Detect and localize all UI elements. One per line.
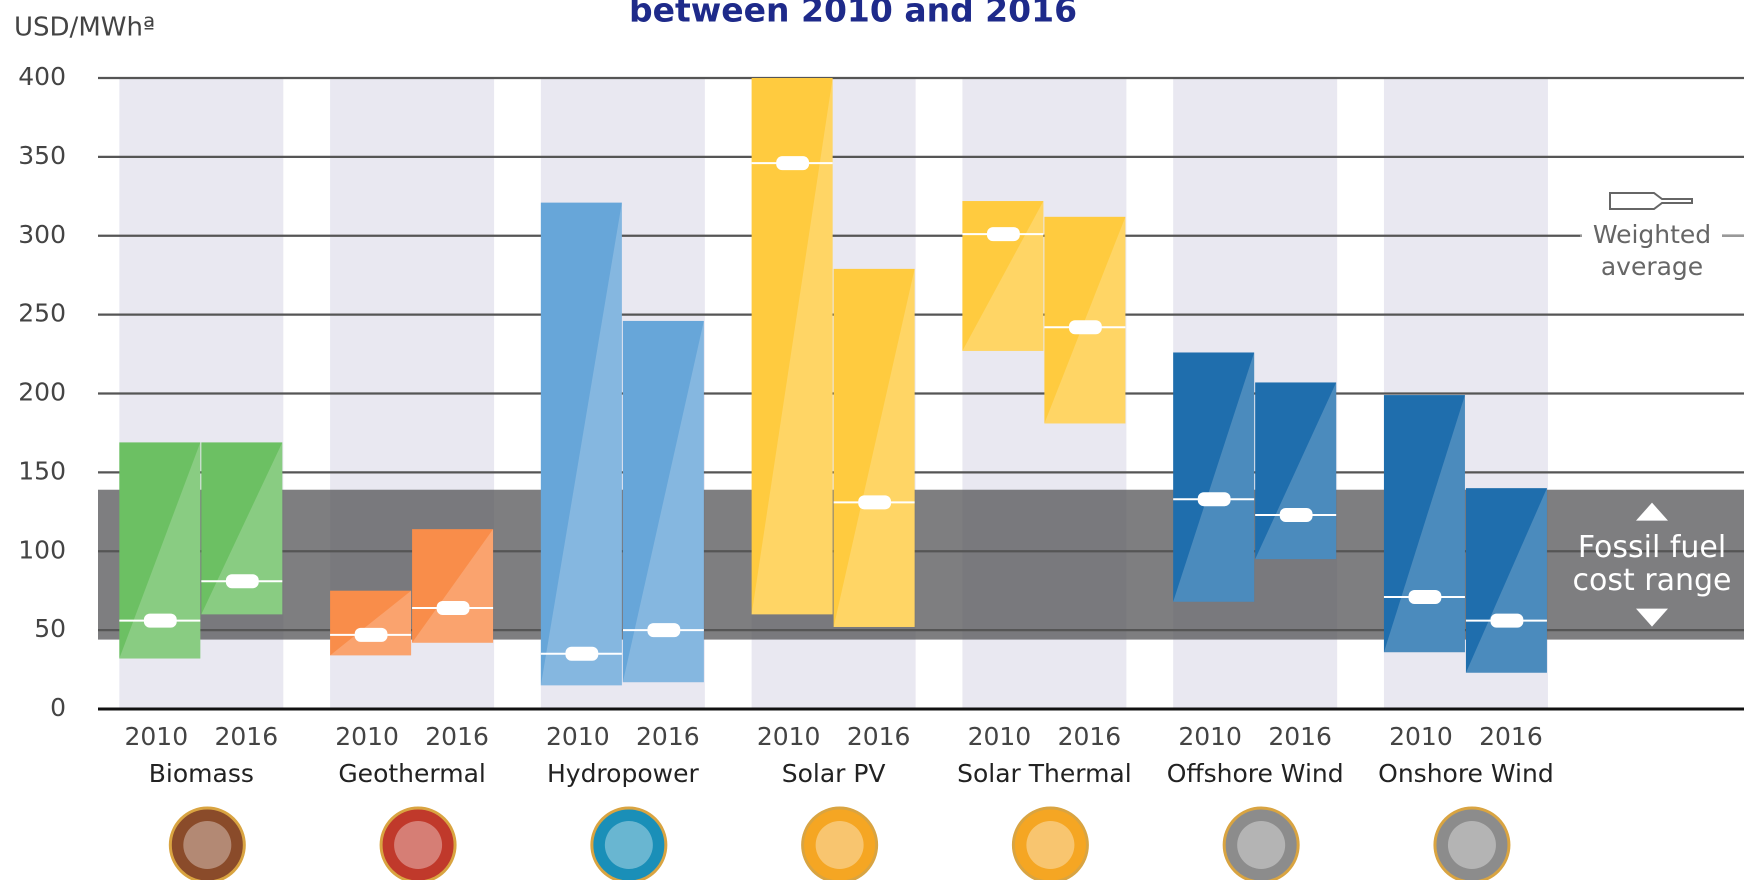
x-tick-label: 2010 — [968, 722, 1032, 751]
range-bar — [1173, 352, 1255, 602]
average-marker — [225, 574, 259, 589]
legend-bg — [1582, 218, 1722, 286]
average-marker — [647, 623, 681, 638]
average-marker — [354, 627, 388, 642]
category-icon — [379, 806, 457, 880]
x-tick-label: 2016 — [425, 722, 489, 751]
range-bar — [1383, 395, 1465, 653]
y-tick-label: 50 — [34, 614, 66, 643]
average-marker — [1490, 613, 1524, 628]
y-axis-label: USD/MWhª — [14, 13, 155, 43]
category-label: Geothermal — [338, 759, 486, 788]
bar-shade — [622, 320, 704, 683]
bar-shade — [330, 590, 412, 656]
bar-shade — [962, 201, 1044, 351]
average-marker — [565, 646, 599, 661]
range-bar — [1044, 216, 1126, 424]
bar-shade — [540, 202, 622, 686]
y-tick-label: 350 — [18, 141, 66, 170]
bar-shade — [751, 78, 833, 615]
category-icon-inner — [604, 821, 653, 869]
legend-text: average — [1601, 252, 1703, 281]
bar-shade — [833, 268, 915, 627]
x-tick-label: 2010 — [546, 722, 610, 751]
category-label: Offshore Wind — [1167, 759, 1344, 788]
range-bar — [1255, 382, 1337, 560]
y-tick-label: 0 — [50, 693, 66, 722]
x-tick-label: 2016 — [636, 722, 700, 751]
fossil-label: cost range — [1572, 563, 1731, 598]
average-marker — [1408, 589, 1442, 604]
average-marker — [776, 156, 810, 171]
category-icon-inner — [1237, 821, 1286, 869]
bar-shade — [1383, 395, 1465, 653]
x-tick-label: 2016 — [1058, 722, 1122, 751]
average-marker — [858, 495, 892, 510]
arrow-down — [1636, 608, 1668, 627]
x-tick-label: 2010 — [757, 722, 821, 751]
bar-shade — [1465, 488, 1547, 673]
category-icon — [168, 806, 246, 880]
bar-shade — [1044, 216, 1126, 424]
x-tick-label: 2010 — [125, 722, 189, 751]
x-tick-label: 2010 — [335, 722, 399, 751]
category-label: Onshore Wind — [1378, 759, 1554, 788]
range-bar — [412, 529, 494, 643]
arrow-up — [1636, 502, 1668, 521]
bar-shade — [1173, 352, 1255, 602]
category-icon-inner — [183, 821, 232, 869]
range-bar — [540, 202, 622, 686]
chart-title: between 2010 and 2016 — [629, 0, 1077, 30]
average-marker — [1279, 507, 1313, 522]
category-label: Solar Thermal — [957, 759, 1132, 788]
category-icon-inner — [394, 821, 443, 869]
fossil-label: Fossil fuel — [1578, 530, 1726, 565]
category-icon — [1011, 806, 1089, 880]
category-icon-inner — [1447, 821, 1496, 869]
category-icon — [1433, 806, 1511, 880]
x-tick-label: 2016 — [1479, 722, 1543, 751]
range-bar — [1465, 488, 1547, 673]
x-tick-label: 2010 — [1178, 722, 1242, 751]
y-tick-label: 100 — [18, 535, 66, 564]
category-icon — [801, 806, 879, 880]
legend-marker — [1609, 192, 1693, 210]
category-label: Biomass — [149, 759, 254, 788]
x-tick-label: 2016 — [847, 722, 911, 751]
y-tick-label: 150 — [18, 456, 66, 485]
range-bar — [622, 320, 704, 683]
range-bar — [833, 268, 915, 627]
range-bar — [330, 590, 412, 656]
bar-shade — [119, 442, 201, 659]
x-tick-label: 2010 — [1389, 722, 1453, 751]
category-icon — [1222, 806, 1300, 880]
category-icon-inner — [1026, 821, 1075, 869]
y-tick-label: 200 — [18, 378, 66, 407]
average-marker — [986, 227, 1020, 242]
bar-shade — [201, 442, 283, 615]
x-tick-label: 2016 — [215, 722, 279, 751]
range-bar — [962, 201, 1044, 351]
average-marker — [436, 601, 470, 616]
category-label: Hydropower — [547, 759, 699, 788]
y-tick-label: 300 — [18, 220, 66, 249]
y-tick-label: 250 — [18, 299, 66, 328]
legend-text: Weighted — [1593, 220, 1711, 249]
x-tick-label: 2016 — [1268, 722, 1332, 751]
y-tick-label: 400 — [18, 62, 66, 91]
average-marker — [1197, 492, 1231, 507]
average-marker — [1068, 320, 1102, 335]
bar-shade — [412, 529, 494, 643]
average-marker — [143, 613, 177, 628]
category-icon — [590, 806, 668, 880]
category-label: Solar PV — [782, 759, 886, 788]
category-icon-inner — [815, 821, 864, 869]
